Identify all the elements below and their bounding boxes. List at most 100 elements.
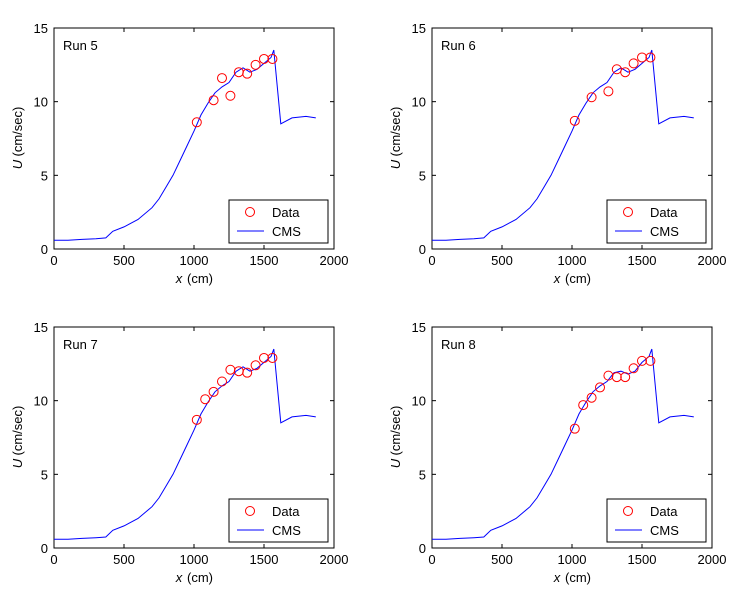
- y-axis-label-var: U: [10, 458, 25, 468]
- legend-label-data: Data: [650, 205, 678, 220]
- data-point: [259, 352, 269, 363]
- x-tick-label: 0: [50, 552, 57, 567]
- y-axis-label-var: U: [388, 458, 403, 468]
- y-tick-label: 15: [34, 320, 48, 335]
- panel-title: Run 6: [441, 38, 476, 53]
- x-tick-label: 0: [428, 253, 435, 268]
- data-point: [637, 52, 647, 63]
- chart-panel-4: 0 500 1000 1500 2000 0 5 10 15 x (cm) U (cm/sec) Run …: [388, 320, 726, 585]
- legend-data-marker-icon: [245, 207, 255, 217]
- x-axis-label-var: x: [553, 570, 561, 585]
- x-tick-label: 1500: [250, 552, 279, 567]
- legend-label-cms: CMS: [650, 224, 679, 239]
- x-axis-label-unit: (cm): [187, 570, 213, 585]
- legend: Data CMS: [606, 498, 707, 543]
- x-tick-label: 500: [113, 253, 135, 268]
- data-point: [267, 352, 278, 363]
- data-point: [259, 53, 269, 64]
- data-point: [217, 73, 227, 84]
- legend-label-cms: CMS: [272, 224, 301, 239]
- x-tick-label: 2000: [320, 253, 349, 268]
- data-point: [569, 423, 580, 434]
- y-axis-label: U (cm/sec): [10, 107, 25, 170]
- y-tick-label: 0: [41, 541, 48, 556]
- chart-panel-1: 0 500 1000 1500 2000 0 5 10 15 x (cm) U (cm/sec) Run …: [10, 21, 348, 286]
- data-point: [242, 367, 253, 378]
- data-point: [578, 400, 589, 411]
- legend-label-data: Data: [272, 205, 300, 220]
- x-tick-label: 0: [50, 253, 57, 268]
- y-axis-label-var: U: [10, 159, 25, 169]
- cms-model-line: [54, 49, 316, 241]
- data-point: [637, 355, 647, 366]
- x-tick-label: 0: [428, 552, 435, 567]
- cms-model-line: [432, 348, 694, 540]
- x-tick-label: 500: [113, 552, 135, 567]
- x-tick-label: 500: [491, 253, 513, 268]
- y-tick-label: 0: [419, 541, 426, 556]
- data-point: [191, 414, 202, 425]
- y-tick-label: 5: [419, 168, 426, 183]
- y-tick-label: 10: [34, 95, 48, 110]
- y-tick-label: 5: [41, 467, 48, 482]
- x-tick-label: 1500: [628, 253, 657, 268]
- x-axis-label-unit: (cm): [187, 271, 213, 286]
- y-axis-label: U (cm/sec): [388, 406, 403, 469]
- x-tick-label: 2000: [698, 253, 727, 268]
- y-tick-label: 5: [41, 168, 48, 183]
- x-tick-label: 2000: [698, 552, 727, 567]
- y-tick-label: 15: [412, 320, 426, 335]
- x-axis-label-var: x: [175, 271, 183, 286]
- chart-panel-3: 0 500 1000 1500 2000 0 5 10 15 x (cm) U (cm/sec) Run …: [10, 320, 348, 585]
- x-axis-label-unit: (cm): [565, 570, 591, 585]
- legend-box: [228, 498, 329, 543]
- chart-panel-2: 0 500 1000 1500 2000 0 5 10 15 x (cm) U (cm/sec) Run …: [388, 21, 726, 286]
- data-point: [628, 58, 639, 69]
- x-axis-label-unit: (cm): [565, 271, 591, 286]
- legend-data-marker-icon: [245, 506, 255, 516]
- data-point: [620, 67, 631, 78]
- y-tick-label: 0: [41, 242, 48, 257]
- legend-label-data: Data: [650, 504, 678, 519]
- data-point: [208, 386, 219, 397]
- data-point: [242, 68, 253, 79]
- data-point: [620, 372, 631, 383]
- data-point: [217, 376, 227, 387]
- legend: Data CMS: [228, 199, 329, 244]
- x-tick-label: 1500: [628, 552, 657, 567]
- y-axis-label-unit: (cm/sec): [10, 406, 25, 456]
- x-tick-label: 1000: [558, 552, 587, 567]
- data-point: [645, 52, 656, 63]
- y-axis-label-unit: (cm/sec): [388, 107, 403, 157]
- data-point: [250, 59, 261, 70]
- data-point: [645, 355, 656, 366]
- y-tick-label: 0: [419, 242, 426, 257]
- x-axis-label-var: x: [175, 570, 183, 585]
- legend-label-cms: CMS: [272, 523, 301, 538]
- y-axis-label-var: U: [388, 159, 403, 169]
- y-tick-label: 5: [419, 467, 426, 482]
- cms-model-line: [432, 49, 694, 241]
- x-tick-label: 500: [491, 552, 513, 567]
- x-tick-label: 1500: [250, 253, 279, 268]
- legend-data-marker-icon: [623, 207, 633, 217]
- cms-model-line: [54, 348, 316, 540]
- data-point: [200, 394, 211, 405]
- data-point: [250, 360, 261, 371]
- data-point: [595, 382, 605, 393]
- y-tick-label: 15: [412, 21, 426, 36]
- legend-label-cms: CMS: [650, 523, 679, 538]
- data-point: [569, 115, 580, 126]
- data-point: [225, 90, 236, 101]
- legend-label-data: Data: [272, 504, 300, 519]
- legend-box: [228, 199, 329, 244]
- legend: Data CMS: [228, 498, 329, 543]
- y-tick-label: 10: [412, 394, 426, 409]
- x-axis-label-var: x: [553, 271, 561, 286]
- y-axis-label-unit: (cm/sec): [10, 107, 25, 157]
- data-point: [191, 117, 202, 128]
- y-tick-label: 10: [34, 394, 48, 409]
- data-point: [611, 372, 622, 383]
- data-point: [586, 392, 597, 403]
